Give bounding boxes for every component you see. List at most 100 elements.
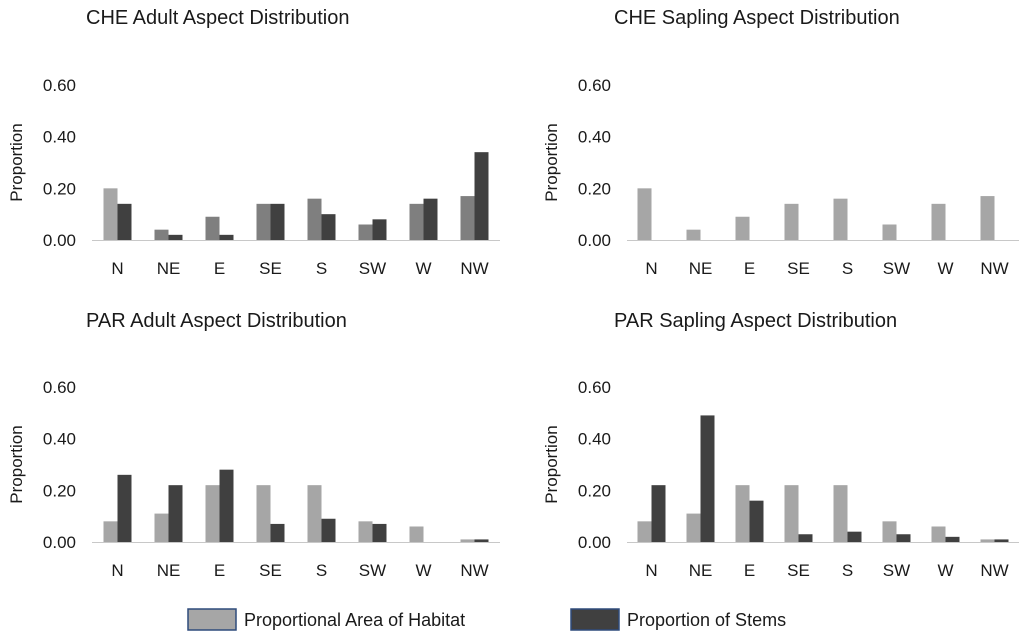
x-tick-label: E — [214, 561, 225, 580]
x-tick-label: SW — [883, 259, 910, 278]
bar-habitat-se — [784, 203, 799, 240]
x-tick-label: NE — [157, 259, 181, 278]
bar-stems-nw — [994, 539, 1009, 542]
bar-stems-s — [321, 518, 336, 542]
x-tick-label: NW — [980, 561, 1008, 580]
bar-habitat-sw — [882, 521, 897, 542]
chart-title: PAR Adult Aspect Distribution — [86, 310, 347, 332]
y-tick-label: 0.00 — [578, 533, 611, 552]
chart-panel-3: PAR Adult Aspect Distribution Proportion 0… — [7, 310, 500, 580]
x-tick-label: NW — [460, 561, 488, 580]
x-tick-label: W — [415, 259, 431, 278]
y-tick-label: 0.00 — [43, 533, 76, 552]
bar-habitat-se — [256, 203, 271, 240]
y-axis-label: Proportion — [542, 123, 561, 201]
chart-title: CHE Adult Aspect Distribution — [86, 7, 349, 29]
bar-stems-sw — [372, 219, 387, 240]
bar-habitat-sw — [882, 224, 897, 240]
y-tick-label: 0.20 — [43, 179, 76, 198]
chart-title: PAR Sapling Aspect Distribution — [614, 310, 897, 332]
y-tick-label: 0.40 — [578, 430, 611, 449]
bar-stems-s — [847, 531, 862, 542]
bar-stems-se — [270, 523, 285, 542]
legend-swatch-habitat — [187, 608, 237, 631]
bar-habitat-nw — [980, 196, 995, 240]
chart-panel-1: CHE Adult Aspect Distribution Proportion 0… — [7, 7, 500, 278]
bar-habitat-e — [735, 216, 750, 240]
bar-habitat-sw — [358, 224, 373, 240]
bar-stems-sw — [372, 523, 387, 542]
x-tick-label: E — [744, 561, 755, 580]
bar-habitat-n — [103, 188, 118, 240]
y-tick-label: 0.60 — [43, 378, 76, 397]
bar-stems-e — [219, 469, 234, 542]
bar-stems-ne — [168, 234, 183, 240]
bar-habitat-nw — [980, 539, 995, 542]
bar-stems-n — [117, 203, 132, 240]
bar-stems-se — [270, 203, 285, 240]
bar-habitat-s — [307, 198, 322, 240]
legend-label-stems: Proportion of Stems — [627, 610, 786, 630]
bar-habitat-w — [931, 203, 946, 240]
y-tick-label: 0.40 — [43, 430, 76, 449]
bar-stems-nw — [474, 539, 489, 542]
x-tick-label: E — [214, 259, 225, 278]
x-tick-label: NE — [689, 561, 713, 580]
x-tick-label: NW — [460, 259, 488, 278]
y-tick-label: 0.60 — [43, 76, 76, 95]
y-tick-label: 0.20 — [43, 481, 76, 500]
x-tick-label: W — [415, 561, 431, 580]
x-tick-label: SW — [359, 259, 386, 278]
y-axis-label: Proportion — [542, 425, 561, 503]
x-tick-label: SE — [787, 259, 810, 278]
y-tick-label: 0.40 — [43, 128, 76, 147]
bar-habitat-ne — [154, 513, 169, 542]
bar-habitat-se — [256, 485, 271, 542]
chart-panel-2: CHE Sapling Aspect Distribution Proportio… — [542, 7, 1019, 278]
y-tick-label: 0.00 — [578, 231, 611, 250]
x-tick-label: SE — [787, 561, 810, 580]
bar-stems-n — [651, 485, 666, 542]
x-tick-label: NE — [157, 561, 181, 580]
x-tick-label: SW — [883, 561, 910, 580]
x-tick-label: S — [842, 561, 853, 580]
x-tick-label: N — [111, 259, 123, 278]
bar-habitat-w — [409, 526, 424, 542]
bar-habitat-e — [205, 216, 220, 240]
bar-stems-ne — [700, 415, 715, 542]
chart-panel-4: PAR Sapling Aspect Distribution Proportio… — [542, 310, 1019, 580]
x-tick-label: S — [316, 259, 327, 278]
legend-label-habitat: Proportional Area of Habitat — [244, 610, 465, 630]
y-tick-label: 0.20 — [578, 179, 611, 198]
bar-habitat-ne — [686, 229, 701, 240]
legend-swatch-stems — [570, 608, 620, 631]
x-tick-label: N — [111, 561, 123, 580]
y-tick-label: 0.00 — [43, 231, 76, 250]
bar-habitat-w — [409, 203, 424, 240]
bar-habitat-nw — [460, 539, 475, 542]
bar-stems-w — [423, 198, 438, 240]
y-axis-label: Proportion — [7, 425, 26, 503]
bar-habitat-s — [307, 485, 322, 542]
legend: Proportional Area of Habitat Proportion … — [187, 608, 786, 631]
bar-stems-e — [749, 500, 764, 542]
y-tick-label: 0.40 — [578, 128, 611, 147]
bar-stems-ne — [168, 485, 183, 542]
x-tick-label: SW — [359, 561, 386, 580]
bar-stems-se — [798, 534, 813, 542]
x-tick-label: N — [645, 259, 657, 278]
bar-habitat-n — [103, 521, 118, 542]
x-tick-label: S — [316, 561, 327, 580]
x-tick-label: W — [937, 561, 953, 580]
bar-habitat-ne — [686, 513, 701, 542]
y-tick-label: 0.20 — [578, 481, 611, 500]
y-tick-label: 0.60 — [578, 76, 611, 95]
bar-habitat-nw — [460, 196, 475, 240]
chart-title: CHE Sapling Aspect Distribution — [614, 7, 900, 29]
bar-stems-n — [117, 474, 132, 542]
bar-habitat-sw — [358, 521, 373, 542]
bar-stems-nw — [474, 152, 489, 240]
bar-habitat-e — [735, 485, 750, 542]
bar-habitat-n — [637, 188, 652, 240]
x-tick-label: NE — [689, 259, 713, 278]
